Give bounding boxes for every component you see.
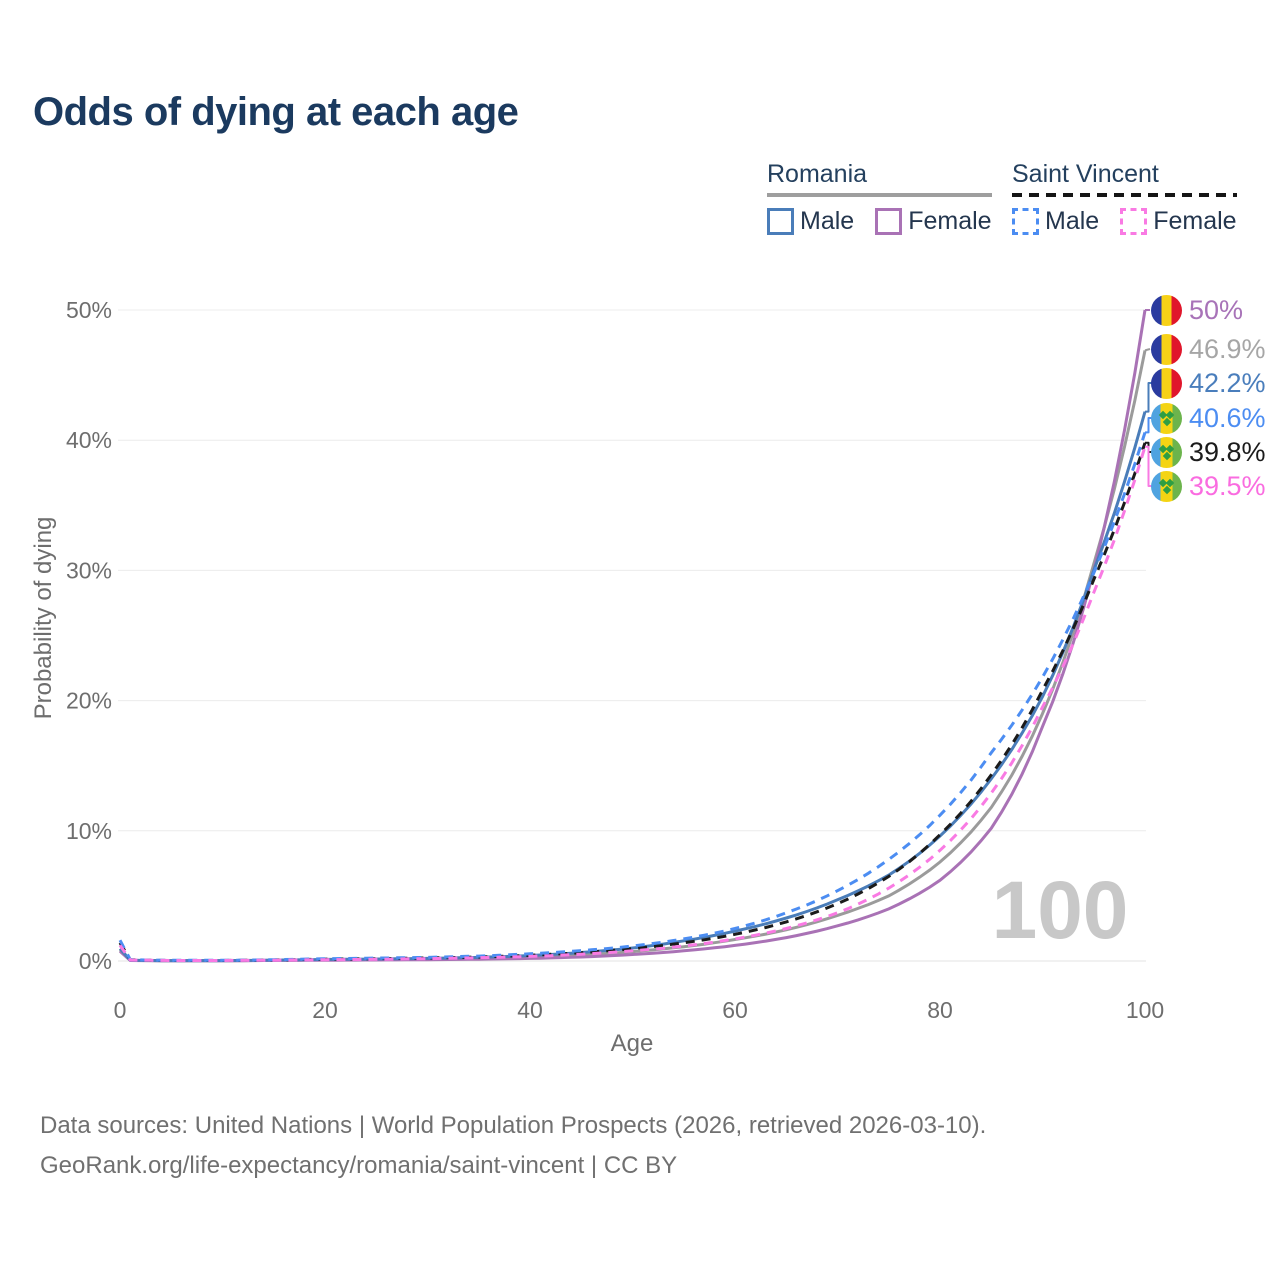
legend-swatch-romania-male[interactable] xyxy=(767,208,794,235)
footer: Data sources: United Nations | World Pop… xyxy=(40,1106,986,1186)
x-tick-label: 60 xyxy=(722,997,748,1023)
label-leader-line xyxy=(1145,445,1152,487)
x-tick-label: 40 xyxy=(517,997,543,1023)
legend-label-romania-female[interactable]: Female xyxy=(908,207,992,235)
x-tick-label: 20 xyxy=(312,997,338,1023)
end-value-saint-vincent-female: 39.5% xyxy=(1189,471,1266,501)
y-tick-label: 40% xyxy=(66,427,112,453)
end-label-row: 39.8% xyxy=(1151,436,1266,469)
legend-group-saint-vincent: Saint Vincent Male Female xyxy=(1012,160,1237,236)
end-label-row: 50% xyxy=(1151,294,1243,327)
y-tick-label: 20% xyxy=(66,688,112,714)
data-source-text: Data sources: United Nations | World Pop… xyxy=(40,1112,987,1139)
end-value-romania-male: 42.2% xyxy=(1189,368,1266,398)
end-value-saint-vincent-male: 40.6% xyxy=(1189,403,1266,433)
romania-flag-icon xyxy=(1151,334,1182,365)
legend-swatch-romania-female[interactable] xyxy=(875,208,903,235)
label-leader-line xyxy=(1144,348,1151,352)
legend-label-romania-male[interactable]: Male xyxy=(800,207,855,235)
y-tick-label: 30% xyxy=(66,557,112,583)
end-label-row: 42.2% xyxy=(1151,367,1266,400)
end-value-romania-female: 50% xyxy=(1189,295,1244,325)
attribution-text: GeoRank.org/life-expectancy/romania/sain… xyxy=(40,1152,678,1179)
romania-solid-line-key xyxy=(767,193,992,197)
age-indicator-watermark: 100 xyxy=(991,865,1129,956)
series-line-saint-vincent-female[interactable] xyxy=(118,446,1147,962)
end-label-row: 39.5% xyxy=(1151,470,1266,503)
end-value-romania-both: 46.9% xyxy=(1189,334,1266,364)
y-tick-label: 50% xyxy=(66,297,112,323)
x-tick-label: 0 xyxy=(114,997,127,1023)
series-line-romania-female[interactable] xyxy=(118,309,1147,963)
legend-swatch-saint-vincent-male[interactable] xyxy=(1012,208,1039,235)
legend-swatch-saint-vincent-female[interactable] xyxy=(1120,208,1148,235)
x-axis-title: Age xyxy=(610,1030,654,1057)
saint-vincent-flag-icon xyxy=(1151,437,1182,468)
romania-flag-icon xyxy=(1151,295,1182,326)
y-tick-label: 10% xyxy=(66,818,112,844)
legend-label-saint-vincent-female[interactable]: Female xyxy=(1153,207,1237,235)
legend-country-saint-vincent: Saint Vincent xyxy=(1012,160,1159,188)
label-leader-line xyxy=(1145,382,1152,413)
x-tick-label: 100 xyxy=(1126,997,1164,1023)
saint-vincent-dashed-line-key xyxy=(1012,193,1237,197)
legend-country-romania: Romania xyxy=(767,160,868,188)
legend-label-saint-vincent-male[interactable]: Male xyxy=(1045,207,1100,235)
saint-vincent-flag-icon xyxy=(1151,471,1182,502)
x-tick-label: 80 xyxy=(927,997,953,1023)
y-axis-title: Probability of dying xyxy=(30,516,57,720)
y-tick-label: 0% xyxy=(79,948,112,974)
legend-group-romania: Romania Male Female xyxy=(767,160,992,236)
end-label-row: 40.6% xyxy=(1151,402,1266,435)
saint-vincent-flag-icon xyxy=(1151,403,1182,434)
end-label-row: 46.9% xyxy=(1151,333,1266,366)
label-leader-line xyxy=(1145,417,1152,434)
page-title: Odds of dying at each age xyxy=(33,90,519,134)
romania-flag-icon xyxy=(1151,368,1182,399)
end-value-saint-vincent-both: 39.8% xyxy=(1189,437,1266,467)
